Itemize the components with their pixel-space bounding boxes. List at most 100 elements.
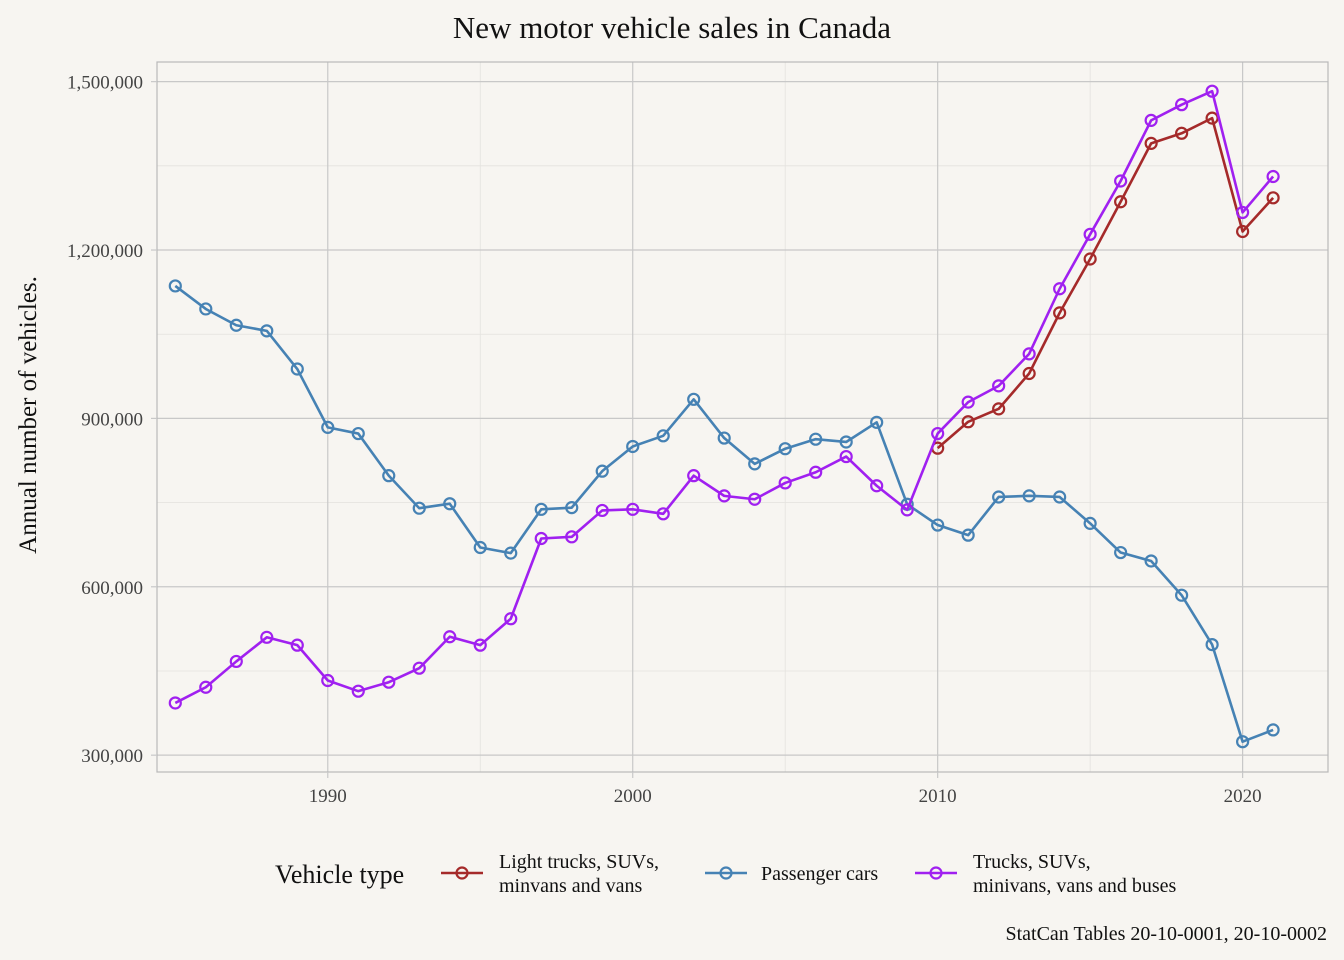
y-tick-label: 900,000 — [81, 409, 143, 430]
data-point — [900, 503, 914, 517]
data-point — [961, 528, 975, 542]
legend: Vehicle type Light trucks, SUVs, minvans … — [275, 851, 1177, 897]
data-point — [1144, 554, 1158, 568]
data-point — [412, 501, 426, 515]
data-point — [290, 362, 304, 376]
legend-key-point — [719, 866, 733, 880]
x-tick-label: 1990 — [309, 786, 347, 807]
data-point — [809, 465, 823, 479]
data-point — [1175, 98, 1189, 112]
major-grid — [157, 62, 1328, 772]
data-point — [961, 395, 975, 409]
data-point — [1205, 637, 1219, 652]
data-point — [1144, 136, 1158, 150]
data-point — [473, 638, 487, 652]
data-point — [992, 402, 1006, 416]
data-point — [1266, 723, 1280, 737]
data-point — [565, 501, 579, 515]
data-point — [839, 435, 853, 449]
x-tick-label: 2000 — [614, 786, 652, 807]
legend-label: Light trucks, SUVs, minvans and vans — [499, 851, 659, 897]
x-axis: 1990 2000 2010 2020 — [309, 772, 1262, 807]
data-point — [199, 680, 213, 694]
legend-label: Trucks, SUVs, minivans, vans and buses — [973, 851, 1177, 897]
data-point — [992, 490, 1006, 504]
y-axis: 300,000 600,000 900,000 1,200,000 1,500,000 — [67, 73, 157, 767]
data-point — [321, 673, 335, 688]
data-point — [412, 661, 426, 675]
data-point — [1114, 545, 1128, 560]
data-point — [351, 426, 365, 441]
data-point — [443, 630, 457, 644]
series-2 — [168, 279, 1280, 749]
data-point — [809, 432, 823, 446]
data-point — [1236, 205, 1250, 220]
minor-grid — [157, 62, 1328, 772]
data-point — [382, 469, 396, 483]
data-point — [870, 479, 884, 493]
legend-key-point — [455, 866, 469, 880]
data-point — [1175, 126, 1189, 140]
y-axis-title: Annual number of vehicles. — [15, 276, 42, 554]
legend-item: Passenger cars — [705, 863, 878, 885]
data-point — [1022, 347, 1036, 361]
data-point — [260, 630, 274, 644]
y-tick-label: 600,000 — [81, 578, 143, 599]
data-point — [656, 507, 670, 521]
y-tick-label: 300,000 — [81, 746, 143, 767]
data-point — [1053, 306, 1067, 320]
legend-title: Vehicle type — [275, 860, 404, 889]
data-point — [626, 502, 640, 516]
data-point — [1266, 169, 1280, 184]
legend-key-point — [929, 866, 943, 880]
data-point — [1053, 282, 1067, 296]
data-point — [1236, 735, 1250, 749]
data-point — [1144, 113, 1158, 127]
data-point — [595, 503, 609, 518]
data-point — [931, 426, 945, 441]
data-point — [1022, 366, 1036, 381]
data-point — [199, 302, 213, 316]
plot-panel — [156, 61, 1329, 773]
legend-label: Passenger cars — [761, 863, 878, 885]
data-point — [717, 431, 731, 445]
data-point — [260, 324, 274, 338]
data-point — [1114, 174, 1128, 188]
data-point — [1266, 191, 1280, 205]
data-point — [748, 457, 762, 471]
data-point — [504, 612, 518, 626]
data-point — [1175, 588, 1189, 602]
data-point — [1083, 227, 1097, 241]
chart-caption: StatCan Tables 20-10-0001, 20-10-0002 — [1005, 923, 1327, 945]
x-tick-label: 2020 — [1224, 786, 1262, 807]
data-point — [443, 497, 457, 511]
chart-title: New motor vehicle sales in Canada — [453, 10, 891, 45]
data-point — [687, 469, 701, 483]
data-point — [1022, 489, 1036, 503]
data-point — [229, 654, 243, 669]
data-point — [626, 439, 640, 454]
data-point — [1083, 252, 1097, 266]
legend-item: Light trucks, SUVs, minvans and vans — [441, 851, 659, 897]
series-line — [174, 89, 1275, 705]
x-tick-label: 2010 — [919, 786, 957, 807]
data-point — [1205, 84, 1219, 98]
data-point — [1083, 516, 1097, 530]
y-tick-label: 1,200,000 — [67, 241, 143, 262]
legend-item: Trucks, SUVs, minivans, vans and buses — [915, 851, 1177, 897]
series-line — [174, 284, 1274, 743]
data-point — [382, 675, 396, 689]
data-point — [229, 318, 243, 332]
data-point — [504, 546, 518, 560]
data-point — [687, 392, 701, 406]
data-point — [290, 638, 304, 652]
y-tick-label: 1,500,000 — [67, 73, 143, 94]
data-point — [351, 684, 365, 698]
data-point — [1053, 490, 1067, 504]
data-point — [656, 429, 670, 443]
data-point — [839, 449, 853, 464]
data-point — [168, 279, 182, 293]
data-point — [473, 540, 487, 555]
